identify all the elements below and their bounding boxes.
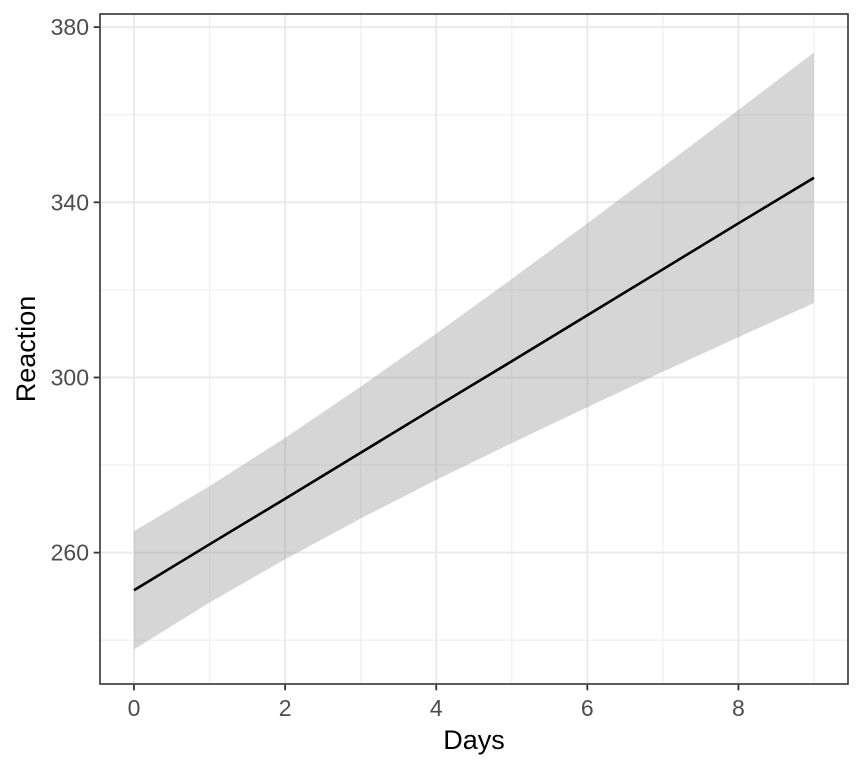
x-axis-tick-label: 6	[581, 695, 594, 721]
axes-layer: 0 2 4 6 8 260 300 340 380	[51, 14, 745, 721]
x-axis-tick-label: 4	[430, 695, 443, 721]
data-layer	[133, 52, 815, 650]
x-axis-tick-label: 8	[732, 695, 745, 721]
y-axis-tick-label: 300	[51, 364, 89, 390]
x-axis-tick-label: 2	[279, 695, 292, 721]
regression-line	[133, 176, 815, 592]
x-axis-tick-label: 0	[128, 695, 141, 721]
panel-border	[99, 13, 849, 685]
confidence-band	[134, 52, 814, 650]
y-axis-tick-label: 380	[51, 14, 89, 40]
gridlines-layer	[100, 14, 848, 684]
y-axis-tick-label: 260	[51, 540, 89, 566]
x-axis-title: Days	[443, 725, 505, 755]
y-axis-title: Reaction	[11, 296, 41, 403]
y-axis-tick-label: 340	[51, 189, 89, 215]
